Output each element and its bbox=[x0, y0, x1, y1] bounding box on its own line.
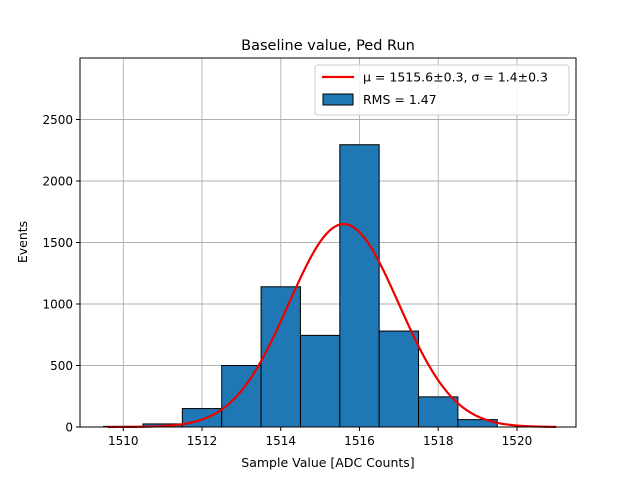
y-tick-label: 500 bbox=[50, 359, 73, 373]
chart-title: Baseline value, Ped Run bbox=[241, 38, 415, 54]
y-tick-label: 0 bbox=[65, 421, 73, 435]
y-tick-label: 2500 bbox=[42, 113, 73, 127]
x-tick-label: 1516 bbox=[344, 434, 375, 448]
legend-fit-label: μ = 1515.6±0.3, σ = 1.4±0.3 bbox=[363, 70, 548, 85]
x-axis-ticks: 1510 1512 1514 1516 1518 1520 bbox=[108, 427, 532, 448]
x-tick-label: 1512 bbox=[187, 434, 218, 448]
y-tick-label: 1500 bbox=[42, 236, 73, 250]
histogram-bar bbox=[260, 286, 301, 428]
histogram-bar bbox=[418, 396, 459, 428]
legend-rms-swatch bbox=[322, 93, 354, 106]
fit-curve bbox=[107, 222, 557, 429]
y-tick-label: 1000 bbox=[42, 298, 73, 312]
fit-curve-layer bbox=[107, 222, 557, 429]
x-tick-label: 1520 bbox=[502, 434, 533, 448]
x-tick-label: 1510 bbox=[108, 434, 139, 448]
legend-box bbox=[314, 64, 570, 116]
y-axis-label: Events bbox=[15, 221, 30, 263]
y-axis-ticks: 0 500 1000 1500 2000 2500 bbox=[42, 113, 80, 435]
x-tick-label: 1518 bbox=[423, 434, 454, 448]
y-tick-label: 2000 bbox=[42, 175, 73, 189]
histogram-bar bbox=[221, 365, 262, 428]
legend-rms-label: RMS = 1.47 bbox=[363, 92, 437, 107]
histogram-bar bbox=[378, 330, 420, 428]
legend: μ = 1515.6±0.3, σ = 1.4±0.3 RMS = 1.47 bbox=[314, 64, 570, 116]
x-tick-label: 1514 bbox=[265, 434, 296, 448]
histogram-bar bbox=[299, 334, 341, 428]
x-axis-label: Sample Value [ADC Counts] bbox=[241, 455, 414, 470]
histogram-bar bbox=[339, 144, 380, 428]
